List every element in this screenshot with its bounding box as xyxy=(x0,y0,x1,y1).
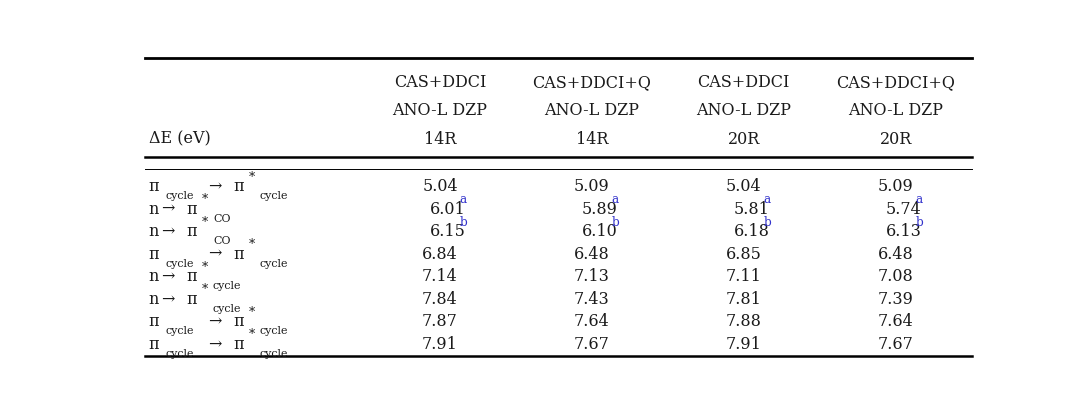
Text: cycle: cycle xyxy=(259,348,287,358)
Text: →: → xyxy=(161,222,175,240)
Text: CAS+DDCI+Q: CAS+DDCI+Q xyxy=(836,74,955,91)
Text: 6.13: 6.13 xyxy=(885,222,921,240)
Text: 6.18: 6.18 xyxy=(734,222,770,240)
Text: 5.04: 5.04 xyxy=(726,178,761,195)
Text: π: π xyxy=(187,200,197,217)
Text: 5.09: 5.09 xyxy=(878,178,914,195)
Text: 7.84: 7.84 xyxy=(423,290,457,307)
Text: 7.88: 7.88 xyxy=(726,312,761,330)
Text: cycle: cycle xyxy=(166,326,194,335)
Text: b: b xyxy=(460,215,467,228)
Text: π: π xyxy=(187,267,197,285)
Text: 6.85: 6.85 xyxy=(726,245,761,262)
Text: ANO-L DZP: ANO-L DZP xyxy=(696,102,792,119)
Text: *: * xyxy=(201,193,208,206)
Text: cycle: cycle xyxy=(166,348,194,358)
Text: *: * xyxy=(201,283,208,296)
Text: →: → xyxy=(208,245,221,262)
Text: π: π xyxy=(187,290,197,307)
Text: 7.91: 7.91 xyxy=(423,335,457,352)
Text: 6.10: 6.10 xyxy=(582,222,617,240)
Text: ANO-L DZP: ANO-L DZP xyxy=(544,102,639,119)
Text: π: π xyxy=(233,335,244,352)
Text: π: π xyxy=(149,335,159,352)
Text: 7.87: 7.87 xyxy=(423,312,457,330)
Text: 6.01: 6.01 xyxy=(430,200,466,217)
Text: 7.81: 7.81 xyxy=(726,290,761,307)
Text: 7.43: 7.43 xyxy=(574,290,610,307)
Text: cycle: cycle xyxy=(166,258,194,268)
Text: cycle: cycle xyxy=(166,191,194,200)
Text: 5.09: 5.09 xyxy=(574,178,610,195)
Text: 20R: 20R xyxy=(880,130,911,147)
Text: *: * xyxy=(248,170,255,183)
Text: ANO-L DZP: ANO-L DZP xyxy=(848,102,943,119)
Text: →: → xyxy=(208,178,221,195)
Text: cycle: cycle xyxy=(213,303,242,313)
Text: b: b xyxy=(915,215,923,228)
Text: cycle: cycle xyxy=(259,326,287,335)
Text: 14R: 14R xyxy=(576,130,608,147)
Text: 5.74: 5.74 xyxy=(885,200,921,217)
Text: 5.89: 5.89 xyxy=(582,200,617,217)
Text: π: π xyxy=(149,312,159,330)
Text: 6.48: 6.48 xyxy=(574,245,610,262)
Text: →: → xyxy=(161,267,175,285)
Text: *: * xyxy=(248,305,255,318)
Text: π: π xyxy=(233,245,244,262)
Text: a: a xyxy=(915,193,922,206)
Text: CAS+DDCI+Q: CAS+DDCI+Q xyxy=(533,74,651,91)
Text: 7.08: 7.08 xyxy=(878,267,914,285)
Text: *: * xyxy=(248,328,255,341)
Text: cycle: cycle xyxy=(213,281,242,290)
Text: 6.84: 6.84 xyxy=(423,245,457,262)
Text: CAS+DDCI: CAS+DDCI xyxy=(698,74,790,91)
Text: b: b xyxy=(763,215,771,228)
Text: 20R: 20R xyxy=(727,130,760,147)
Text: a: a xyxy=(611,193,619,206)
Text: 7.64: 7.64 xyxy=(574,312,610,330)
Text: CO: CO xyxy=(213,236,231,245)
Text: 6.48: 6.48 xyxy=(878,245,914,262)
Text: →: → xyxy=(208,335,221,352)
Text: CO: CO xyxy=(213,213,231,223)
Text: →: → xyxy=(208,312,221,330)
Text: 7.11: 7.11 xyxy=(726,267,761,285)
Text: n: n xyxy=(149,267,159,285)
Text: cycle: cycle xyxy=(259,258,287,268)
Text: 5.81: 5.81 xyxy=(734,200,770,217)
Text: *: * xyxy=(201,215,208,228)
Text: 7.39: 7.39 xyxy=(878,290,914,307)
Text: a: a xyxy=(460,193,467,206)
Text: 7.67: 7.67 xyxy=(878,335,914,352)
Text: *: * xyxy=(201,260,208,273)
Text: 14R: 14R xyxy=(424,130,456,147)
Text: n: n xyxy=(149,290,159,307)
Text: →: → xyxy=(161,200,175,217)
Text: π: π xyxy=(233,178,244,195)
Text: 7.13: 7.13 xyxy=(574,267,610,285)
Text: π: π xyxy=(233,312,244,330)
Text: n: n xyxy=(149,200,159,217)
Text: 5.04: 5.04 xyxy=(423,178,457,195)
Text: 7.14: 7.14 xyxy=(423,267,457,285)
Text: n: n xyxy=(149,222,159,240)
Text: 7.91: 7.91 xyxy=(726,335,761,352)
Text: π: π xyxy=(149,178,159,195)
Text: cycle: cycle xyxy=(259,191,287,200)
Text: 6.15: 6.15 xyxy=(430,222,466,240)
Text: π: π xyxy=(187,222,197,240)
Text: ANO-L DZP: ANO-L DZP xyxy=(392,102,488,119)
Text: CAS+DDCI: CAS+DDCI xyxy=(394,74,486,91)
Text: a: a xyxy=(763,193,771,206)
Text: π: π xyxy=(149,245,159,262)
Text: b: b xyxy=(611,215,620,228)
Text: ΔE (eV): ΔE (eV) xyxy=(149,130,210,147)
Text: →: → xyxy=(161,290,175,307)
Text: 7.67: 7.67 xyxy=(574,335,610,352)
Text: 7.64: 7.64 xyxy=(878,312,914,330)
Text: *: * xyxy=(248,238,255,251)
